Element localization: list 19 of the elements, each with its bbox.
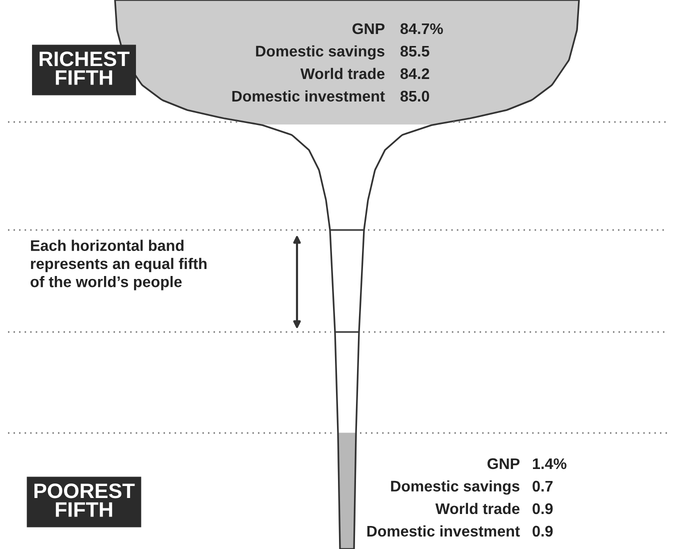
text: Each horizontal band represents an equal fifth of the world’s people bbox=[30, 240, 206, 290]
data-label: 84.2 bbox=[400, 68, 430, 80]
series-label: RICHEST FIFTH bbox=[40, 52, 130, 85]
category-label: Domestic investment bbox=[232, 90, 385, 102]
data-label: 85.5 bbox=[400, 46, 430, 57]
category-label: World trade bbox=[435, 502, 520, 514]
data-label: 0.9 bbox=[532, 526, 553, 537]
data-label: 0.9 bbox=[532, 503, 553, 514]
data-label: 84.7% bbox=[400, 23, 443, 34]
data-label: 85.0 bbox=[400, 90, 430, 102]
category-label: GNP bbox=[488, 458, 520, 470]
text: POOREST FIFTH bbox=[34, 484, 135, 517]
data-label: 1.4% bbox=[532, 458, 566, 470]
category-label: Domestic savings bbox=[256, 45, 384, 60]
category-label: Domestic savings bbox=[391, 480, 520, 495]
category-label: World trade bbox=[300, 68, 384, 80]
category-label: GNP bbox=[352, 23, 384, 34]
category-label: Domestic investment bbox=[367, 525, 520, 537]
data-label: 0.7 bbox=[532, 480, 553, 492]
